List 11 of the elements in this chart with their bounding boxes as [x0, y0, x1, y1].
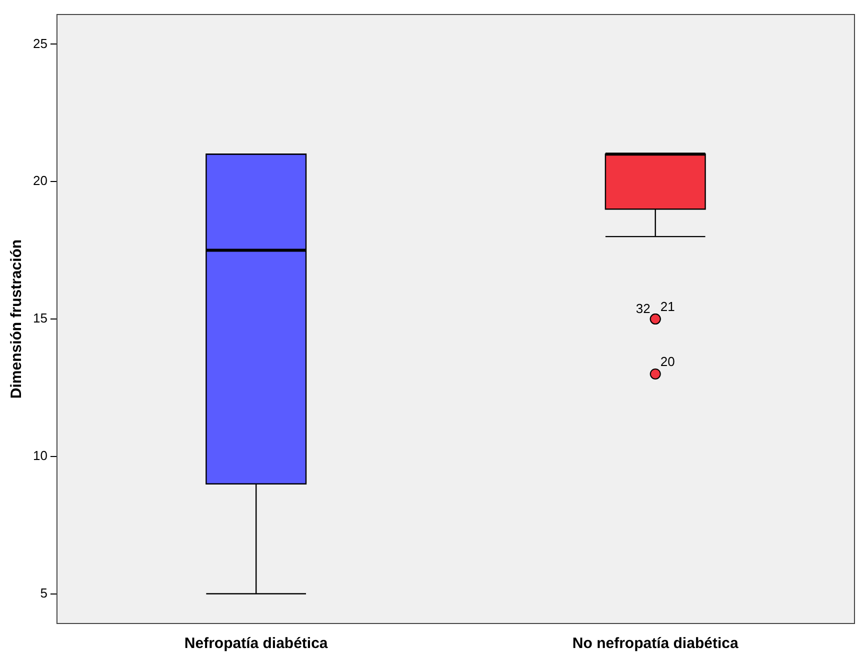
annotation: 32: [636, 301, 650, 316]
annotation: 20: [660, 354, 675, 370]
y-tick-label: 20: [32, 173, 48, 188]
y-tick-label: 10: [32, 448, 48, 463]
y-tick-label: 25: [32, 36, 48, 51]
y-axis-title: Dimensión frustración: [8, 239, 26, 399]
x-tick-label: No nefropatía diabética: [572, 635, 739, 652]
y-tick-label: 15: [32, 310, 48, 326]
annotation: 21: [660, 299, 675, 314]
x-tick-label: Nefropatía diabética: [184, 635, 328, 652]
y-tick-label: 5: [40, 585, 48, 600]
